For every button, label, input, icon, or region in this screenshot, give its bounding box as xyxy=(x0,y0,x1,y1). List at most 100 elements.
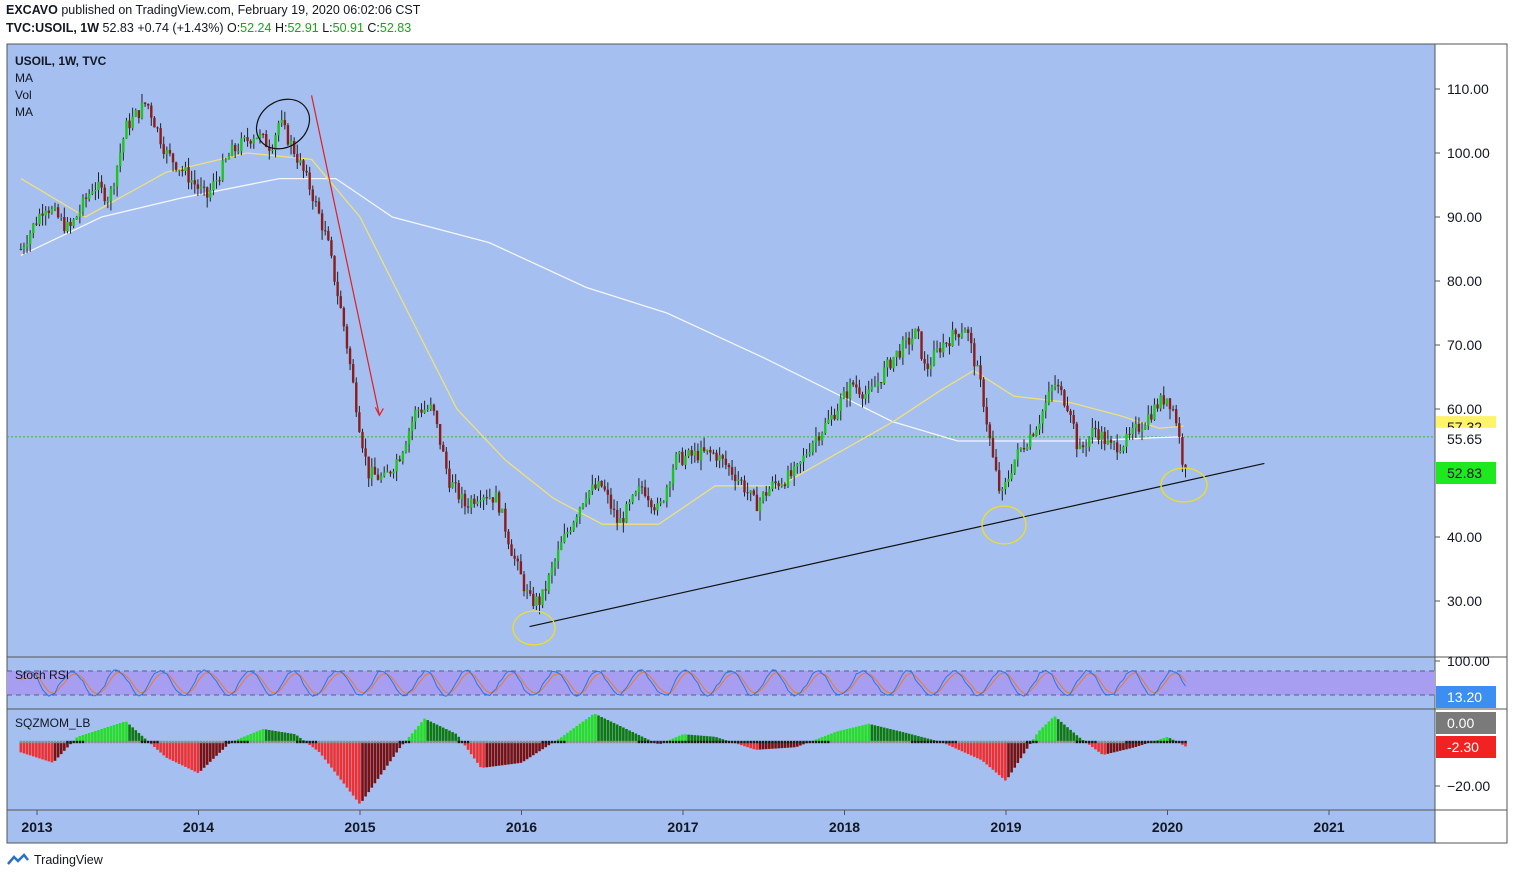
candle-down xyxy=(898,350,901,358)
sqz-dot xyxy=(678,740,681,744)
sqz-bar xyxy=(1109,742,1113,754)
sqz-dot xyxy=(243,740,246,744)
sqz-dot xyxy=(737,740,740,744)
candle-up xyxy=(240,138,243,152)
sqz-dot xyxy=(522,740,526,744)
y-tick-label: 40.00 xyxy=(1447,529,1482,545)
sqz-bar xyxy=(255,731,259,742)
candle-up xyxy=(115,166,119,187)
candle-up xyxy=(830,414,833,420)
low-2020-circle xyxy=(1160,467,1208,503)
sqz-dot xyxy=(528,740,532,744)
sqz-dot xyxy=(752,740,756,744)
sqz-dot xyxy=(898,740,901,744)
candle-down xyxy=(1150,414,1153,420)
ma-long-line xyxy=(20,177,1184,442)
candle-up xyxy=(494,492,498,503)
sqz-bar xyxy=(1004,742,1007,781)
last-price-badge: 52.83 xyxy=(1447,465,1482,481)
sqz-dot xyxy=(600,740,603,744)
sqz-bar xyxy=(761,742,765,750)
sqz-dot xyxy=(575,740,578,744)
sqz-bar xyxy=(1041,727,1044,742)
sqz-dot xyxy=(1100,740,1103,744)
sqz-bar xyxy=(836,731,839,742)
sqz-bar xyxy=(1140,742,1144,745)
sqz-dot xyxy=(789,740,793,744)
candle-down xyxy=(1103,431,1106,444)
sqz-dot xyxy=(367,740,370,744)
candle-up xyxy=(75,216,78,220)
x-tick-label: 2015 xyxy=(344,819,375,835)
candle-down xyxy=(268,146,271,151)
sqz-dot xyxy=(87,740,91,744)
candle-down xyxy=(202,186,206,188)
sqz-dot xyxy=(246,740,249,744)
sqz-bar xyxy=(544,742,548,748)
sqz-dot xyxy=(532,740,535,744)
candle-down xyxy=(938,348,942,353)
candle-up xyxy=(892,356,895,369)
sqz-dot xyxy=(324,740,327,744)
ma-short-line xyxy=(20,152,1184,525)
sqz-bar xyxy=(168,742,172,760)
candle-up xyxy=(410,421,414,432)
sqz-bar xyxy=(681,734,684,742)
sqz-dot xyxy=(305,740,308,744)
candle-up xyxy=(224,159,228,161)
sqz-dot xyxy=(134,740,137,744)
sqz-bar xyxy=(960,742,964,752)
sqz-bar xyxy=(848,728,852,742)
y-tick-label: 110.00 xyxy=(1447,81,1489,97)
candle-down xyxy=(879,382,883,384)
sqz-bar xyxy=(41,742,44,760)
candle-up xyxy=(901,339,905,358)
candle-down xyxy=(314,201,318,203)
sqz-zero-badge: 0.00 xyxy=(1447,715,1474,731)
candle-up xyxy=(659,501,662,504)
candle-up xyxy=(824,423,827,434)
y-tick-label: 90.00 xyxy=(1447,209,1482,225)
sqz-dot xyxy=(1081,740,1085,744)
candle-up xyxy=(1112,442,1116,444)
sqz-dot xyxy=(454,740,457,744)
sqz-dot xyxy=(230,740,234,744)
sqz-dot xyxy=(836,740,839,744)
sqz-bar xyxy=(342,742,346,784)
candle-down xyxy=(1097,429,1100,441)
sqz-bar xyxy=(221,742,225,750)
sqz-dot xyxy=(771,740,774,744)
sqz-dot xyxy=(237,740,240,744)
sqz-bar xyxy=(876,726,880,742)
candle-up xyxy=(94,190,97,192)
x-tick-label: 2019 xyxy=(990,819,1021,835)
sqz-dot xyxy=(544,740,547,744)
sqz-bar xyxy=(1181,742,1184,745)
sqz-dot xyxy=(842,740,846,744)
sqz-bar xyxy=(106,727,110,742)
candle-up xyxy=(960,332,964,338)
sqz-dot xyxy=(1143,740,1147,744)
candle-down xyxy=(985,406,988,425)
sqz-dot xyxy=(674,740,678,744)
sqz-dot xyxy=(1091,740,1094,744)
sqz-bar xyxy=(1013,742,1016,768)
sqz-dot xyxy=(653,740,656,744)
sqz-dot xyxy=(317,740,321,744)
ohlc-line: TVC:USOIL, 1W 52.83 +0.74 (+1.43%) O:52.… xyxy=(6,21,411,35)
sqz-bar xyxy=(314,742,318,750)
sqz-dot xyxy=(504,740,507,744)
sqz-dot xyxy=(637,740,641,744)
y-tick-label: 30.00 xyxy=(1447,593,1482,609)
sqz-bar xyxy=(339,742,343,780)
sqz-dot xyxy=(1109,740,1113,744)
candle-down xyxy=(1060,386,1063,391)
sqz-dot xyxy=(128,740,131,744)
candle-up xyxy=(550,567,554,576)
sqz-bar xyxy=(618,726,622,742)
sqz-bar xyxy=(615,724,619,742)
sqz-bar xyxy=(606,720,610,742)
red-arrow-line xyxy=(310,95,380,416)
sqz-dot xyxy=(690,740,693,744)
